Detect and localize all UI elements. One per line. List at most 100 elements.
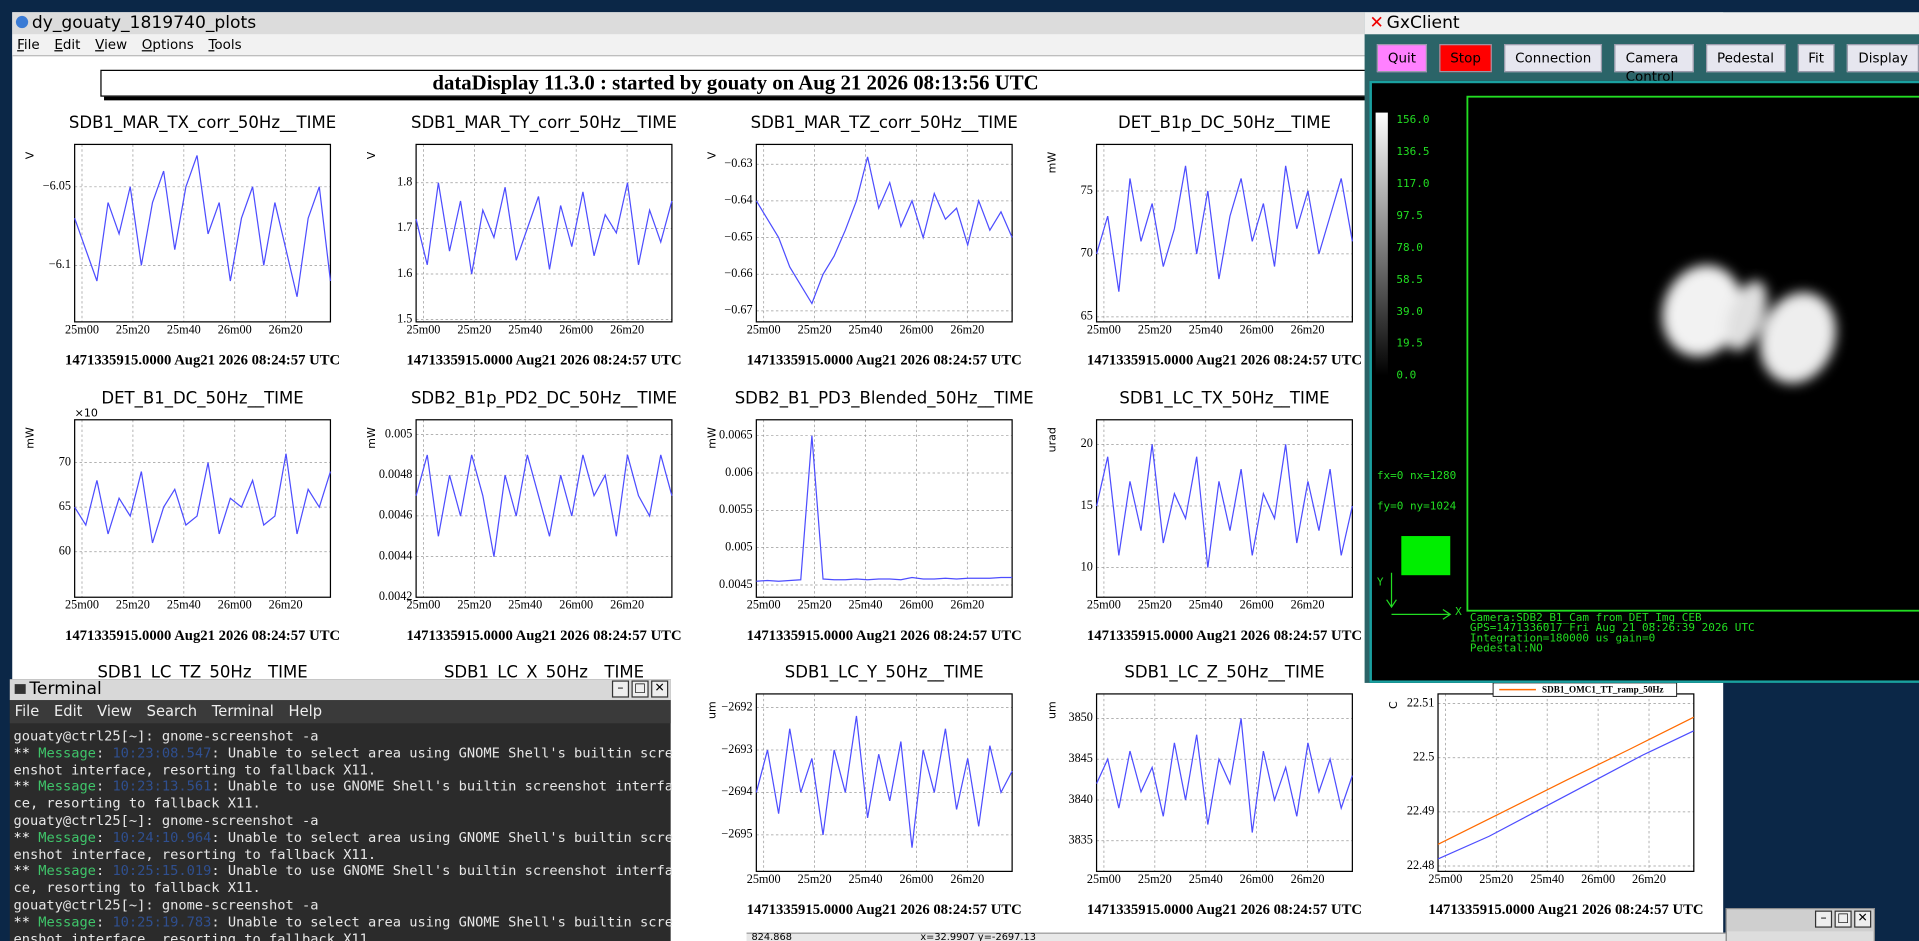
button[interactable]: Stop — [1439, 44, 1492, 73]
y-unit: um — [1046, 701, 1059, 719]
plot-footer: 1471335915.0000 Aug21 2026 08:24:57 UTC — [65, 628, 340, 644]
menu-item[interactable]: File — [17, 36, 40, 53]
camera-canvas: Y X fx=0 nx=1280 fy=0 ny=1024 156.0 136.5… — [1375, 95, 1919, 655]
x-tick-label: 25m40 — [167, 598, 201, 612]
x-tick-label: 26m20 — [1632, 872, 1666, 886]
x-tick-label: 25m20 — [1138, 872, 1172, 886]
y-tick-label: −2695 — [721, 827, 752, 841]
plot-footer: 1471335915.0000 Aug21 2026 08:24:57 UTC — [1087, 628, 1362, 644]
x-tick-label: 26m20 — [1291, 322, 1325, 336]
line-time: 10:23:13.561 — [112, 778, 212, 795]
menu-item[interactable]: Terminal — [211, 702, 274, 720]
maximize-button[interactable]: □ — [631, 680, 649, 698]
plot-title: SDB1_LC_Y_50Hz__TIME — [785, 663, 984, 683]
window-title: Terminal — [29, 679, 102, 699]
menu-item[interactable]: Search — [146, 702, 198, 720]
app-icon — [15, 15, 29, 29]
x-tick-label: 25m40 — [1189, 322, 1223, 336]
colorbar-label: 58.5 — [1396, 273, 1423, 286]
y-tick-label: 22.48 — [1407, 858, 1435, 872]
y-tick-label: 1.5 — [397, 311, 412, 325]
minimize-button[interactable]: – — [1814, 910, 1833, 928]
terminal-line: ** Message: 10:23:13.561: Unable to use … — [13, 778, 673, 795]
y-tick-label: 22.5 — [1413, 750, 1434, 764]
y-tick-label: −0.63 — [724, 156, 752, 170]
fy-label: fy=0 ny=1024 — [1377, 500, 1457, 513]
y-tick-label: 0.006 — [725, 465, 753, 479]
plot-title: DET_B1_DC_50Hz__TIME — [101, 388, 303, 408]
close-icon[interactable]: ✕ — [1369, 13, 1384, 34]
button[interactable]: Camera Control — [1614, 44, 1694, 84]
x-tick-label: 26m20 — [950, 872, 984, 886]
y-tick-label: 1.6 — [397, 266, 412, 280]
x-tick-label: 26m00 — [218, 322, 252, 336]
gxclient-window: ✕ GxClient Quit Stop Connection Camera Cont… — [1364, 12, 1919, 683]
y-unit: um — [705, 701, 718, 719]
line-text: enshot interface, resorting to fallback … — [13, 846, 377, 863]
y-tick-label: −0.65 — [724, 229, 752, 243]
button[interactable]: Quit — [1376, 44, 1428, 73]
y-tick-label: 1.8 — [397, 175, 412, 189]
y-tick-label: −2693 — [721, 742, 752, 756]
menu-item[interactable]: View — [97, 702, 132, 720]
x-tick-label: 26m20 — [950, 322, 984, 336]
menu-item[interactable]: Edit — [53, 702, 83, 720]
x-tick-label: 26m20 — [1291, 872, 1325, 886]
plot-frame — [74, 419, 332, 598]
x-tick-label: 25m40 — [1189, 872, 1223, 886]
menu-item[interactable]: View — [95, 36, 128, 53]
plot-title: SDB1_LC_Z_50Hz__TIME — [1124, 663, 1324, 683]
window-title: GxClient — [1386, 13, 1460, 34]
plot-title: SDB2_B1_PD3_Blended_50Hz__TIME — [735, 388, 1034, 408]
x-tick-label: 26m20 — [1291, 598, 1325, 612]
trace — [1095, 444, 1353, 568]
menu-item[interactable]: File — [14, 702, 40, 720]
button[interactable]: Display — [1847, 44, 1919, 73]
plot-footer: 1471335915.0000 Aug21 2026 08:24:57 UTC — [747, 352, 1022, 368]
close-button[interactable]: ✕ — [1854, 910, 1872, 928]
axis-label: X — [1455, 605, 1462, 618]
x-tick-label: 25m00 — [1087, 598, 1121, 612]
minimize-button[interactable]: – — [611, 680, 630, 698]
menu-item[interactable]: Tools — [208, 36, 242, 53]
terminal-line: enshot interface, resorting to fallback … — [13, 762, 667, 779]
line-stars: ** — [13, 913, 30, 930]
menu-item[interactable]: Help — [288, 702, 323, 720]
close-button[interactable]: ✕ — [651, 680, 669, 698]
x-tick-label: 26m00 — [1240, 322, 1274, 336]
button[interactable]: Connection — [1504, 44, 1603, 73]
y-tick-label: 70 — [1081, 246, 1093, 260]
y-tick-label: 0.0044 — [379, 548, 413, 562]
app-icon — [14, 684, 26, 694]
y-tick-label: 3835 — [1068, 833, 1092, 847]
y-tick-label: 0.005 — [385, 426, 412, 440]
x-tick-label: 25m20 — [457, 598, 491, 612]
button[interactable]: Pedestal — [1705, 44, 1786, 73]
x-tick-label: 25m20 — [1479, 872, 1513, 886]
terminal-window: Terminal – □ ✕ File Edit View Search Termina… — [9, 679, 673, 941]
maximize-button[interactable]: □ — [1834, 910, 1852, 928]
colorbar-label: 136.5 — [1396, 145, 1429, 158]
y-tick-label: −6.1 — [49, 257, 71, 271]
menu-bar: File Edit View Search Terminal Help — [9, 700, 671, 724]
x-tick-label: 25m40 — [508, 598, 542, 612]
y-tick-label: 65 — [1081, 309, 1093, 323]
terminal-output: gouaty@ctrl25[~]: gnome-screenshot -a ** … — [10, 723, 673, 941]
plot-frame — [1095, 143, 1353, 323]
banner: dataDisplay 11.3.0 : started by gouaty o… — [100, 69, 1371, 97]
y-tick-label: 0.0055 — [719, 502, 753, 516]
x-tick-label: 25m00 — [1087, 872, 1121, 886]
menu-item[interactable]: Edit — [54, 36, 81, 53]
y-tick-label: 22.51 — [1407, 695, 1435, 709]
menu-item[interactable]: Options — [141, 36, 194, 53]
line-text: gouaty@ctrl25[~]: gnome-screenshot -a — [13, 897, 319, 913]
plot-frame — [755, 143, 1013, 323]
plot-footer: 1471335915.0000 Aug21 2026 08:24:57 UTC — [747, 902, 1022, 918]
button[interactable]: Fit — [1797, 44, 1836, 73]
plot-frame — [415, 419, 673, 598]
fx-label: fx=0 nx=1280 — [1377, 469, 1456, 482]
plot-frame — [1437, 693, 1695, 872]
plot-title: SDB1_MAR_TX_corr_50Hz__TIME — [69, 113, 336, 133]
x-tick-label: 25m00 — [1087, 322, 1121, 336]
y-tick-label: 0.0042 — [379, 589, 413, 603]
